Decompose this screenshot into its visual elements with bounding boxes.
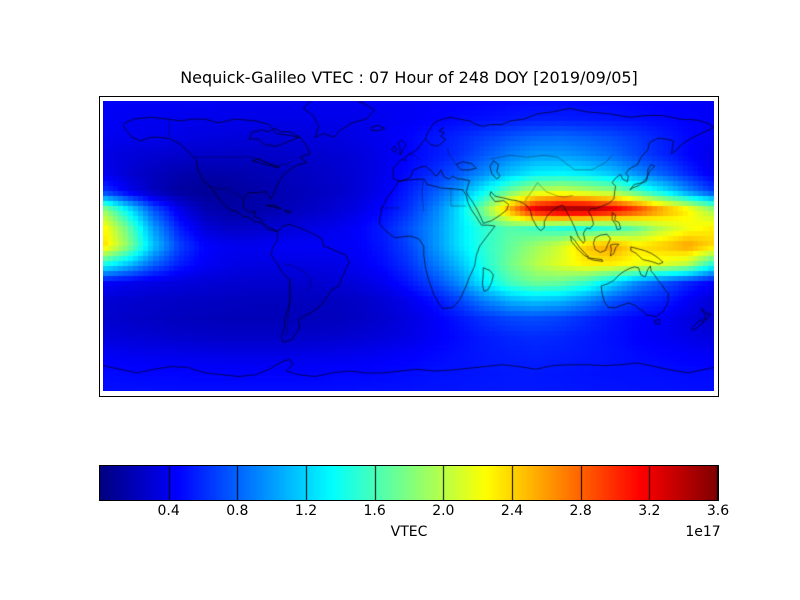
colorbar-tick-label: 2.8 <box>569 503 592 519</box>
colorbar-tick-label: 0.4 <box>157 503 180 519</box>
map-canvas <box>103 101 714 391</box>
colorbar-tick-label: 3.6 <box>706 503 730 519</box>
colorbar-canvas <box>100 466 718 500</box>
colorbar-tick-label: 2.4 <box>500 503 524 519</box>
plot-title: Nequick-Galileo VTEC : 07 Hour of 248 DO… <box>180 68 638 87</box>
colorbar-tick-label: 1.6 <box>363 503 386 519</box>
colorbar-tick-label: 2.0 <box>432 503 455 519</box>
colorbar-tick-label: 1.2 <box>294 503 318 519</box>
colorbar-offset-label: 1e17 <box>685 524 721 540</box>
colorbar-tick-label: 0.8 <box>226 503 249 519</box>
colorbar-axis-label: VTEC <box>390 524 428 540</box>
colorbar-tick-label: 3.2 <box>638 503 661 519</box>
